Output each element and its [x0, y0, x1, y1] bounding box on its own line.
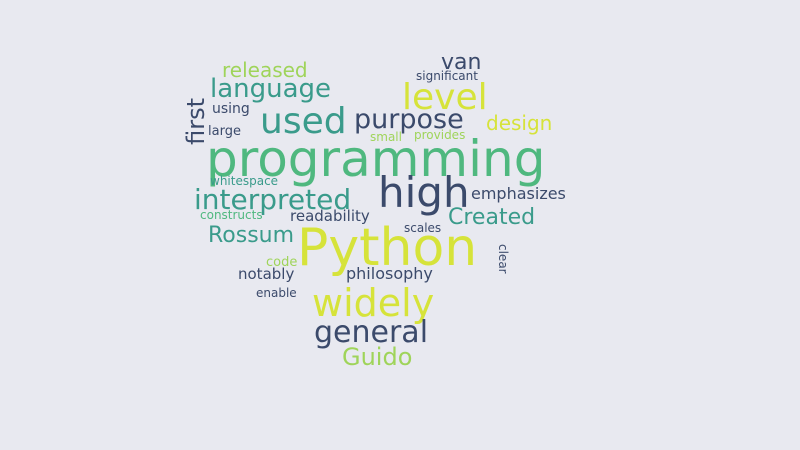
- word-first: first: [182, 98, 210, 145]
- word-language: language: [210, 74, 332, 104]
- word-whitespace: whitespace: [210, 174, 279, 188]
- word-using: using: [212, 101, 250, 117]
- word-purpose: purpose: [354, 104, 464, 135]
- word-general: general: [314, 315, 429, 350]
- word-created: Created: [448, 205, 536, 230]
- word-philosophy: philosophy: [346, 264, 433, 283]
- word-widely: widely: [312, 281, 435, 325]
- word-scales: scales: [404, 221, 442, 235]
- word-large: large: [208, 124, 241, 139]
- word-rossum: Rossum: [208, 223, 295, 248]
- word-level: level: [402, 77, 488, 118]
- word-released: released: [222, 58, 308, 82]
- word-small: small: [370, 130, 402, 144]
- word-van: van: [441, 50, 482, 75]
- word-significant: significant: [416, 69, 478, 83]
- word-python: Python: [297, 218, 478, 278]
- word-used: used: [260, 101, 347, 142]
- word-guido: Guido: [342, 343, 413, 371]
- word-interpreted: interpreted: [194, 183, 352, 216]
- word-enable: enable: [256, 286, 297, 300]
- word-high: high: [378, 168, 470, 217]
- word-emphasizes: emphasizes: [471, 184, 566, 203]
- word-readability: readability: [290, 207, 370, 225]
- word-code: code: [266, 255, 298, 270]
- word-design: design: [486, 111, 553, 135]
- word-clear: clear: [496, 244, 510, 274]
- word-notably: notably: [238, 265, 295, 283]
- word-provides: provides: [414, 128, 466, 142]
- word-constructs: constructs: [200, 208, 263, 222]
- word-programming: programming: [206, 130, 546, 188]
